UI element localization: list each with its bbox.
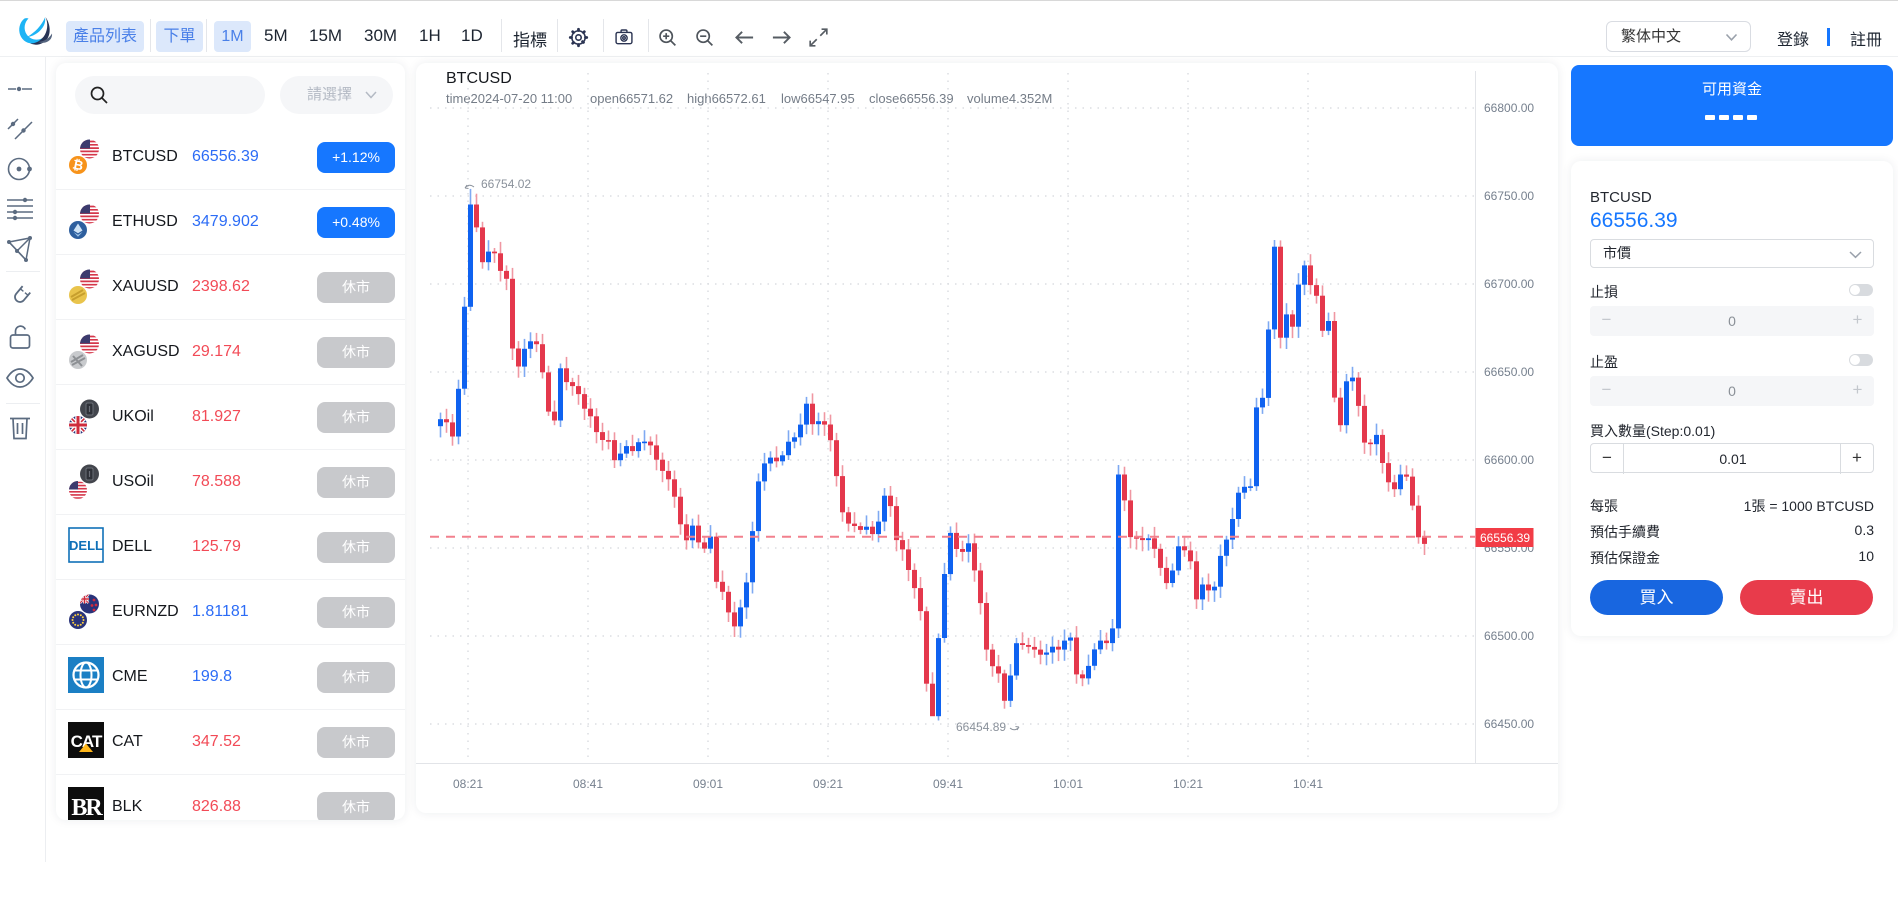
- svg-text:66454.89: 66454.89: [956, 720, 1006, 734]
- svg-text:66600.00: 66600.00: [1484, 453, 1534, 467]
- svg-text:09:41: 09:41: [933, 777, 963, 791]
- svg-text:66500.00: 66500.00: [1484, 629, 1534, 643]
- svg-text:66556.39: 66556.39: [1480, 531, 1530, 545]
- svg-text:DELL: DELL: [69, 538, 103, 553]
- svg-text:₿: ₿: [71, 157, 84, 174]
- svg-text:CAT: CAT: [71, 732, 103, 751]
- svg-text:66754.02: 66754.02: [481, 177, 531, 191]
- svg-text:66750.00: 66750.00: [1484, 189, 1534, 203]
- svg-text:66650.00: 66650.00: [1484, 365, 1534, 379]
- svg-text:08:21: 08:21: [453, 777, 483, 791]
- svg-text:08:41: 08:41: [573, 777, 603, 791]
- svg-text:09:01: 09:01: [693, 777, 723, 791]
- svg-text:66800.00: 66800.00: [1484, 101, 1534, 115]
- svg-text:09:21: 09:21: [813, 777, 843, 791]
- svg-text:10:01: 10:01: [1053, 777, 1083, 791]
- svg-text:10:41: 10:41: [1293, 777, 1323, 791]
- svg-text:10:21: 10:21: [1173, 777, 1203, 791]
- svg-text:BR: BR: [71, 795, 103, 820]
- svg-text:66700.00: 66700.00: [1484, 277, 1534, 291]
- svg-text:66450.00: 66450.00: [1484, 717, 1534, 731]
